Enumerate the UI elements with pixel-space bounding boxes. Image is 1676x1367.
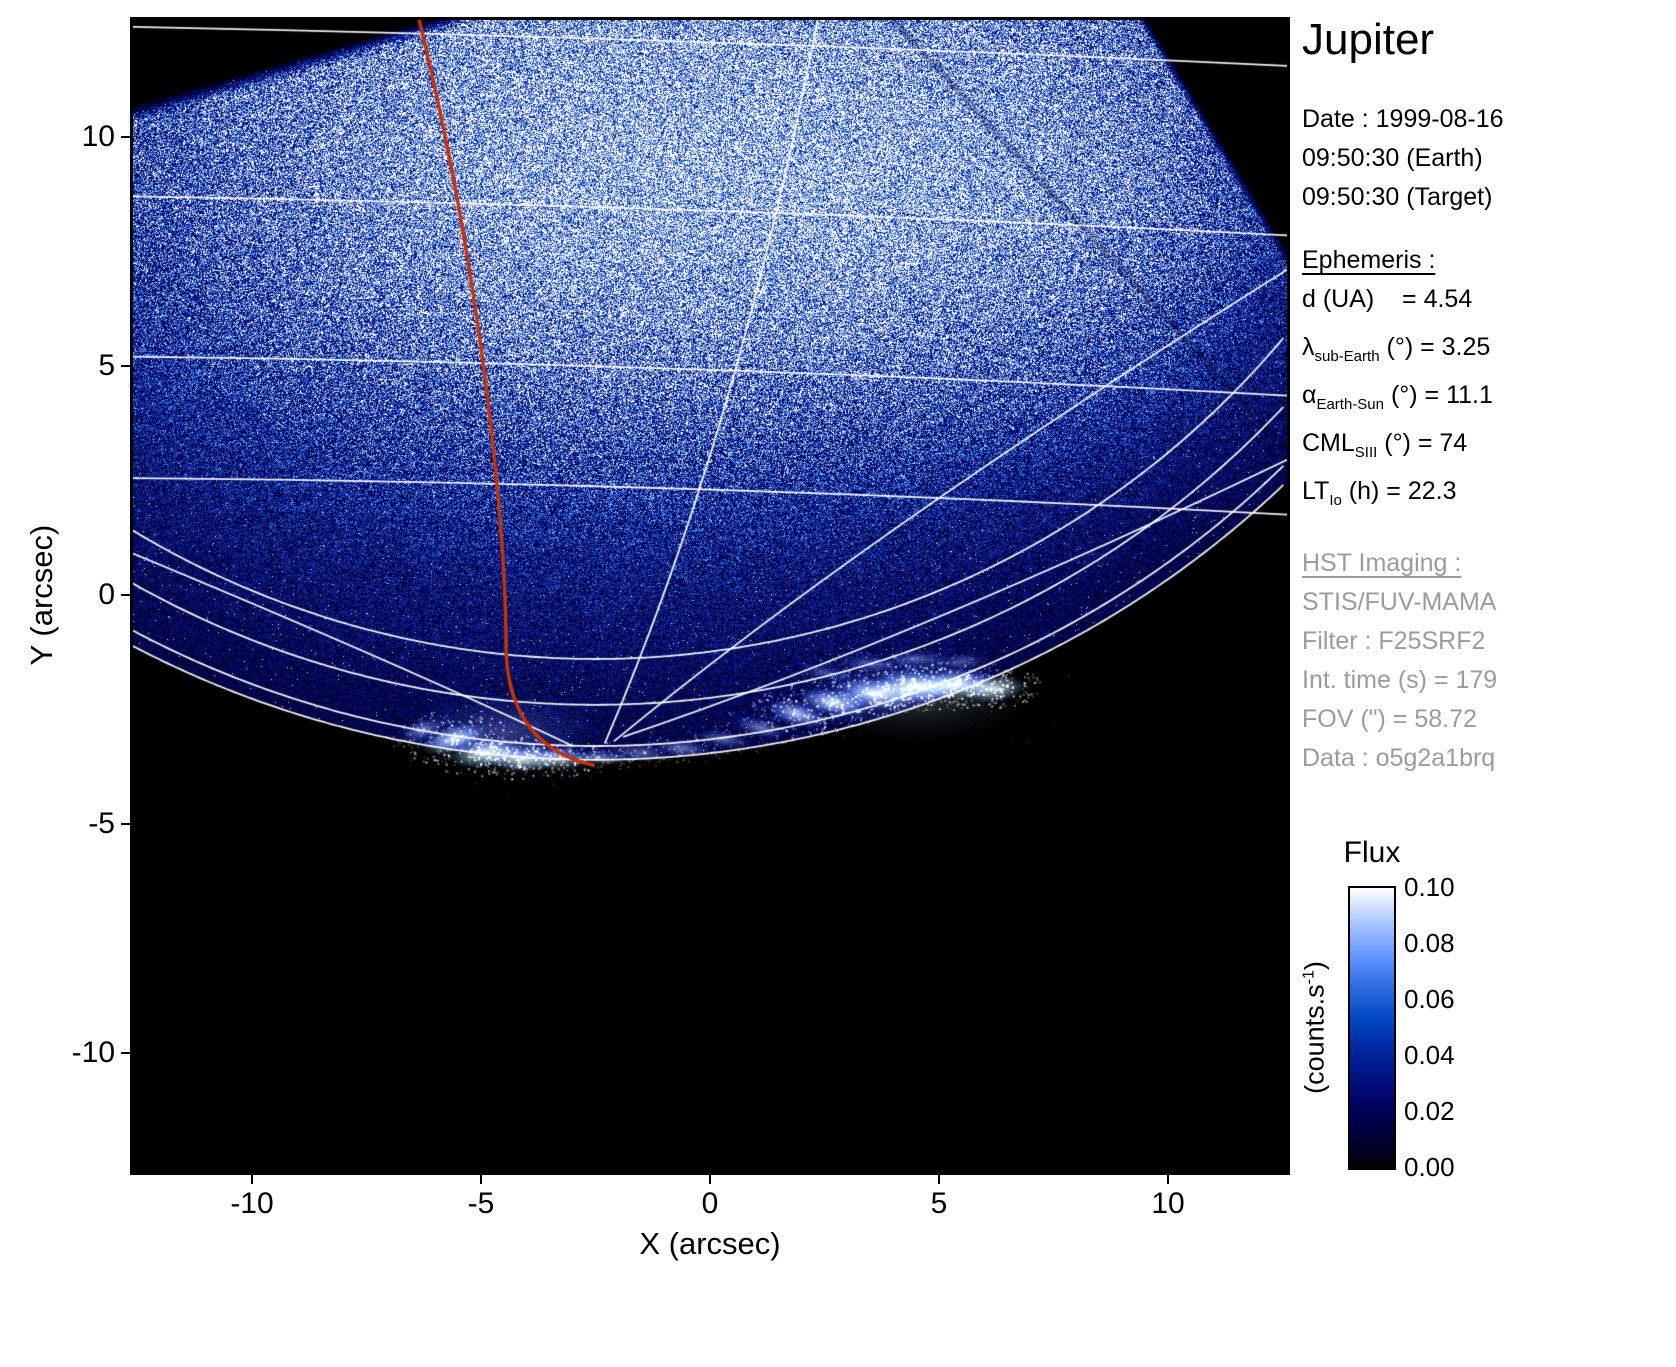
eph-value: = 4.54 bbox=[1374, 285, 1472, 313]
x-tick-label: 0 bbox=[665, 1186, 755, 1222]
time-earth-line: 09:50:30 (Earth) bbox=[1302, 139, 1674, 178]
y-axis-label: Y (arcsec) bbox=[24, 445, 60, 745]
date-line: Date : 1999-08-16 bbox=[1302, 100, 1674, 139]
ephemeris-row-lambda: λsub-Earth (°) = 3.25 bbox=[1302, 328, 1674, 376]
hst-filter-line: Filter : F25SRF2 bbox=[1302, 622, 1674, 661]
x-tick-label: 10 bbox=[1123, 1186, 1213, 1222]
hst-inttime-line: Int. time (s) = 179 bbox=[1302, 661, 1674, 700]
hst-data-line: Data : o5g2a1brq bbox=[1302, 739, 1674, 778]
x-tick-mark bbox=[480, 1175, 482, 1184]
x-tick-mark bbox=[251, 1175, 253, 1184]
aurora-image-canvas bbox=[133, 20, 1287, 1172]
info-panel: Jupiter Date : 1999-08-16 09:50:30 (Eart… bbox=[1302, 14, 1674, 778]
x-tick-mark bbox=[938, 1175, 940, 1184]
unit-superscript: -1 bbox=[1301, 970, 1318, 984]
eph-symbol: λ bbox=[1302, 333, 1315, 361]
eph-subscript: Earth-Sun bbox=[1316, 396, 1384, 413]
colorbar-tick-label: 0.04 bbox=[1404, 1040, 1494, 1070]
hst-fov-line: FOV (") = 58.72 bbox=[1302, 700, 1674, 739]
eph-value: (°) = 3.25 bbox=[1380, 333, 1491, 361]
y-tick-label: -5 bbox=[30, 805, 115, 843]
hst-imaging-heading: HST Imaging : bbox=[1302, 544, 1674, 583]
eph-subscript: sub-Earth bbox=[1315, 348, 1380, 365]
y-tick-mark bbox=[121, 594, 130, 596]
x-tick-label: 5 bbox=[894, 1186, 984, 1222]
hst-instrument-line: STIS/FUV-MAMA bbox=[1302, 583, 1674, 622]
eph-value: (°) = 74 bbox=[1377, 429, 1467, 457]
x-tick-label: -10 bbox=[207, 1186, 297, 1222]
eph-value: (°) = 11.1 bbox=[1384, 381, 1493, 409]
x-tick-mark bbox=[709, 1175, 711, 1184]
x-tick-label: -5 bbox=[436, 1186, 526, 1222]
colorbar-tick-label: 0.00 bbox=[1404, 1152, 1494, 1182]
x-tick-mark bbox=[1167, 1175, 1169, 1184]
ephemeris-row-distance: d (UA) = 4.54 bbox=[1302, 280, 1674, 328]
figure-title: Jupiter bbox=[1302, 14, 1674, 66]
ephemeris-row-alpha: αEarth-Sun (°) = 11.1 bbox=[1302, 376, 1674, 424]
eph-symbol: d (UA) bbox=[1302, 285, 1374, 313]
y-tick-mark bbox=[121, 1052, 130, 1054]
time-target-line: 09:50:30 (Target) bbox=[1302, 178, 1674, 217]
ephemeris-row-lt: LTIo (h) = 22.3 bbox=[1302, 472, 1674, 520]
y-tick-label: 10 bbox=[30, 118, 115, 156]
y-tick-label: -10 bbox=[30, 1034, 115, 1072]
eph-value: (h) = 22.3 bbox=[1342, 477, 1457, 505]
figure: { "title": "Jupiter", "info": { "date": … bbox=[0, 0, 1676, 1367]
y-tick-mark bbox=[121, 136, 130, 138]
x-axis-label: X (arcsec) bbox=[560, 1226, 860, 1262]
unit-text: (counts.s bbox=[1300, 984, 1330, 1094]
colorbar bbox=[1348, 886, 1396, 1170]
colorbar-tick-label: 0.08 bbox=[1404, 928, 1494, 958]
colorbar-tick-label: 0.02 bbox=[1404, 1096, 1494, 1126]
eph-symbol: α bbox=[1302, 381, 1316, 409]
unit-text: ) bbox=[1300, 961, 1330, 970]
colorbar-tick-label: 0.06 bbox=[1404, 984, 1494, 1014]
colorbar-title: Flux bbox=[1314, 836, 1430, 870]
plot-frame bbox=[130, 17, 1290, 1175]
colorbar-tick-label: 0.10 bbox=[1404, 872, 1494, 902]
y-tick-mark bbox=[121, 365, 130, 367]
eph-symbol: CML bbox=[1302, 429, 1355, 457]
eph-subscript: Io bbox=[1329, 492, 1342, 509]
ephemeris-row-cml: CMLSIII (°) = 74 bbox=[1302, 424, 1674, 472]
colorbar-unit-label: (counts.s-1) bbox=[1300, 868, 1331, 1188]
ephemeris-heading: Ephemeris : bbox=[1302, 241, 1674, 280]
y-tick-label: 5 bbox=[30, 347, 115, 385]
eph-subscript: SIII bbox=[1355, 444, 1378, 461]
eph-symbol: LT bbox=[1302, 477, 1329, 505]
y-tick-mark bbox=[121, 823, 130, 825]
